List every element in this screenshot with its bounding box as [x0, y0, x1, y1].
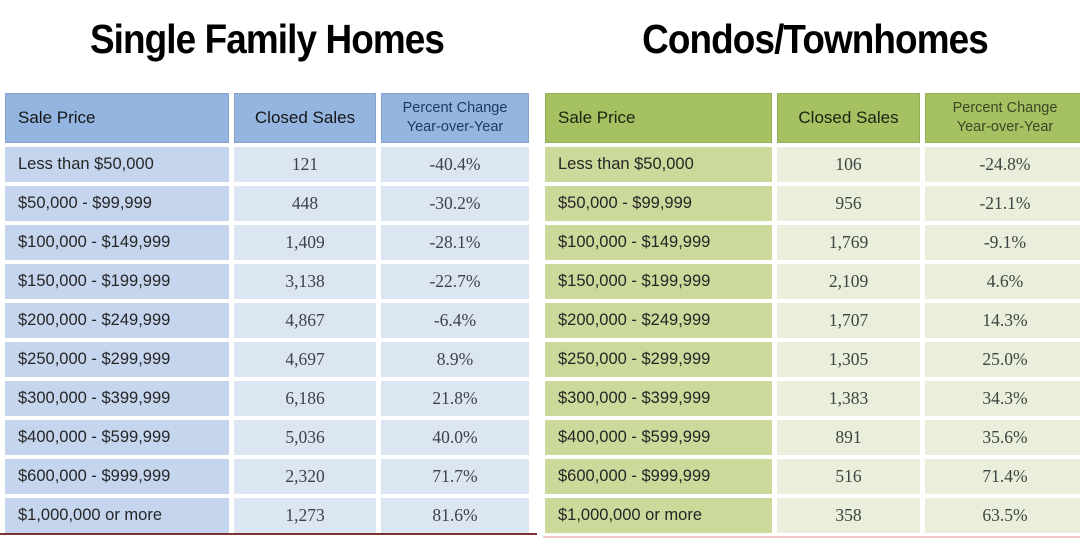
page-title-single-family: Single Family Homes — [89, 16, 445, 62]
percent-change-cell: -6.4% — [381, 303, 529, 338]
condos-townhomes-table: Sale Price Closed Sales Percent Change Y… — [545, 93, 1080, 533]
percent-change-cell: 81.6% — [381, 498, 529, 533]
closed-sales-cell: 121 — [234, 147, 376, 182]
sale-price-cell: $400,000 - $599,999 — [545, 420, 772, 455]
sale-price-cell: $300,000 - $399,999 — [545, 381, 772, 416]
sale-price-cell: $250,000 - $299,999 — [545, 342, 772, 377]
sale-price-cell: $200,000 - $249,999 — [545, 303, 772, 338]
percent-change-cell: 25.0% — [925, 342, 1080, 377]
percent-change-cell: 35.6% — [925, 420, 1080, 455]
sale-price-cell: $200,000 - $249,999 — [5, 303, 229, 338]
condos-townhomes-panel: Condos/Townhomes Sale Price Closed Sales… — [545, 0, 1080, 539]
closed-sales-cell: 358 — [777, 498, 920, 533]
closed-sales-header: Closed Sales — [777, 93, 920, 143]
closed-sales-cell: 4,697 — [234, 342, 376, 377]
closed-sales-cell: 891 — [777, 420, 920, 455]
sale-price-cell: $1,000,000 or more — [5, 498, 229, 533]
percent-change-header-line1: Percent Change — [402, 100, 508, 117]
sale-price-cell: $250,000 - $299,999 — [5, 342, 229, 377]
sale-price-cell: $50,000 - $99,999 — [545, 186, 772, 221]
percent-change-cell: -28.1% — [381, 225, 529, 260]
sale-price-cell: $150,000 - $199,999 — [5, 264, 229, 299]
closed-sales-cell: 1,305 — [777, 342, 920, 377]
bottom-rule-right — [543, 536, 1080, 538]
percent-change-cell: 40.0% — [381, 420, 529, 455]
percent-change-cell: 71.7% — [381, 459, 529, 494]
sale-price-cell: Less than $50,000 — [545, 147, 772, 182]
sale-price-cell: $100,000 - $149,999 — [545, 225, 772, 260]
single-family-table: Sale Price Closed Sales Percent Change Y… — [5, 93, 529, 533]
closed-sales-cell: 5,036 — [234, 420, 376, 455]
closed-sales-cell: 6,186 — [234, 381, 376, 416]
percent-change-cell: -9.1% — [925, 225, 1080, 260]
sale-price-cell: $400,000 - $599,999 — [5, 420, 229, 455]
percent-change-header-line2: Year-over-Year — [956, 119, 1054, 135]
percent-change-cell: 71.4% — [925, 459, 1080, 494]
sale-price-cell: $600,000 - $999,999 — [5, 459, 229, 494]
percent-change-header-line1: Percent Change — [952, 100, 1058, 117]
closed-sales-cell: 106 — [777, 147, 920, 182]
closed-sales-cell: 448 — [234, 186, 376, 221]
sale-price-cell: $100,000 - $149,999 — [5, 225, 229, 260]
closed-sales-cell: 1,383 — [777, 381, 920, 416]
percent-change-cell: 8.9% — [381, 342, 529, 377]
percent-change-cell: -22.7% — [381, 264, 529, 299]
closed-sales-cell: 956 — [777, 186, 920, 221]
single-family-panel: Single Family Homes Sale Price Closed Sa… — [5, 0, 529, 539]
sale-price-header: Sale Price — [5, 93, 229, 143]
closed-sales-cell: 516 — [777, 459, 920, 494]
percent-change-cell: -40.4% — [381, 147, 529, 182]
closed-sales-cell: 4,867 — [234, 303, 376, 338]
sale-price-cell: $50,000 - $99,999 — [5, 186, 229, 221]
percent-change-cell: 14.3% — [925, 303, 1080, 338]
percent-change-cell: 63.5% — [925, 498, 1080, 533]
sale-price-cell: $150,000 - $199,999 — [545, 264, 772, 299]
closed-sales-cell: 1,273 — [234, 498, 376, 533]
page-title-condos-townhomes: Condos/Townhomes — [642, 16, 989, 62]
bottom-rule-left — [0, 533, 537, 535]
closed-sales-header: Closed Sales — [234, 93, 376, 143]
percent-change-header: Percent Change Year-over-Year — [381, 93, 529, 143]
closed-sales-cell: 1,707 — [777, 303, 920, 338]
sale-price-header: Sale Price — [545, 93, 772, 143]
closed-sales-cell: 1,769 — [777, 225, 920, 260]
sale-price-cell: Less than $50,000 — [5, 147, 229, 182]
percent-change-cell: 4.6% — [925, 264, 1080, 299]
percent-change-cell: -21.1% — [925, 186, 1080, 221]
sale-price-cell: $300,000 - $399,999 — [5, 381, 229, 416]
percent-change-cell: -30.2% — [381, 186, 529, 221]
closed-sales-cell: 2,320 — [234, 459, 376, 494]
percent-change-header: Percent Change Year-over-Year — [925, 93, 1080, 143]
sale-price-cell: $600,000 - $999,999 — [545, 459, 772, 494]
percent-change-cell: -24.8% — [925, 147, 1080, 182]
sale-price-cell: $1,000,000 or more — [545, 498, 772, 533]
percent-change-header-line2: Year-over-Year — [406, 119, 504, 135]
closed-sales-cell: 3,138 — [234, 264, 376, 299]
percent-change-cell: 34.3% — [925, 381, 1080, 416]
percent-change-cell: 21.8% — [381, 381, 529, 416]
closed-sales-cell: 1,409 — [234, 225, 376, 260]
closed-sales-cell: 2,109 — [777, 264, 920, 299]
